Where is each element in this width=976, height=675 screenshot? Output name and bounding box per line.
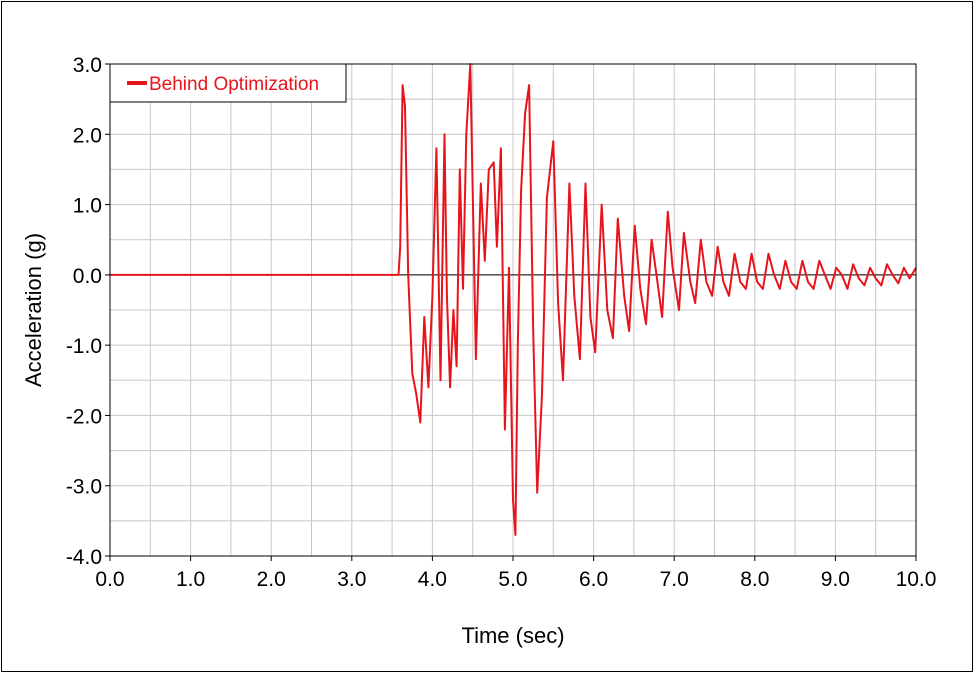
y-tick-label: -2.0	[66, 405, 102, 428]
series-line-behind-optimization	[110, 63, 917, 536]
x-tick-label: 4.0	[418, 568, 447, 591]
x-tick-label: 0.0	[95, 568, 124, 591]
legend-label: Behind Optimization	[149, 74, 319, 95]
x-tick-label: 1.0	[176, 568, 205, 591]
y-tick-label: -1.0	[66, 335, 102, 358]
legend-box	[109, 63, 347, 103]
x-tick-label: 8.0	[740, 568, 769, 591]
x-tick-labels: 0.0 1.0 2.0 3.0 4.0 5.0 6.0 7.0 8.0 9.0 10.0	[95, 556, 936, 591]
x-tick-label: 10.0	[896, 568, 937, 591]
x-tick-label: 6.0	[579, 568, 608, 591]
y-tick-label: 3.0	[73, 54, 102, 77]
y-tick-label: 2.0	[73, 124, 102, 147]
x-tick-label: 2.0	[257, 568, 286, 591]
x-axis-title: Time (sec)	[461, 623, 564, 648]
y-tick-label: 1.0	[73, 195, 102, 218]
y-tick-label: -4.0	[66, 546, 102, 569]
x-tick-label: 7.0	[660, 568, 689, 591]
y-axis-title: Acceleration (g)	[21, 233, 46, 387]
legend: Behind Optimization	[109, 63, 347, 103]
x-tick-label: 3.0	[337, 568, 366, 591]
x-tick-label: 5.0	[498, 568, 527, 591]
y-tick-label: 0.0	[73, 265, 102, 288]
y-tick-label: -3.0	[66, 476, 102, 499]
x-tick-label: 9.0	[821, 568, 850, 591]
series-layer	[110, 63, 917, 536]
y-tick-labels: 3.0 2.0 1.0 0.0 -1.0 -2.0 -3.0 -4.0	[66, 54, 110, 569]
